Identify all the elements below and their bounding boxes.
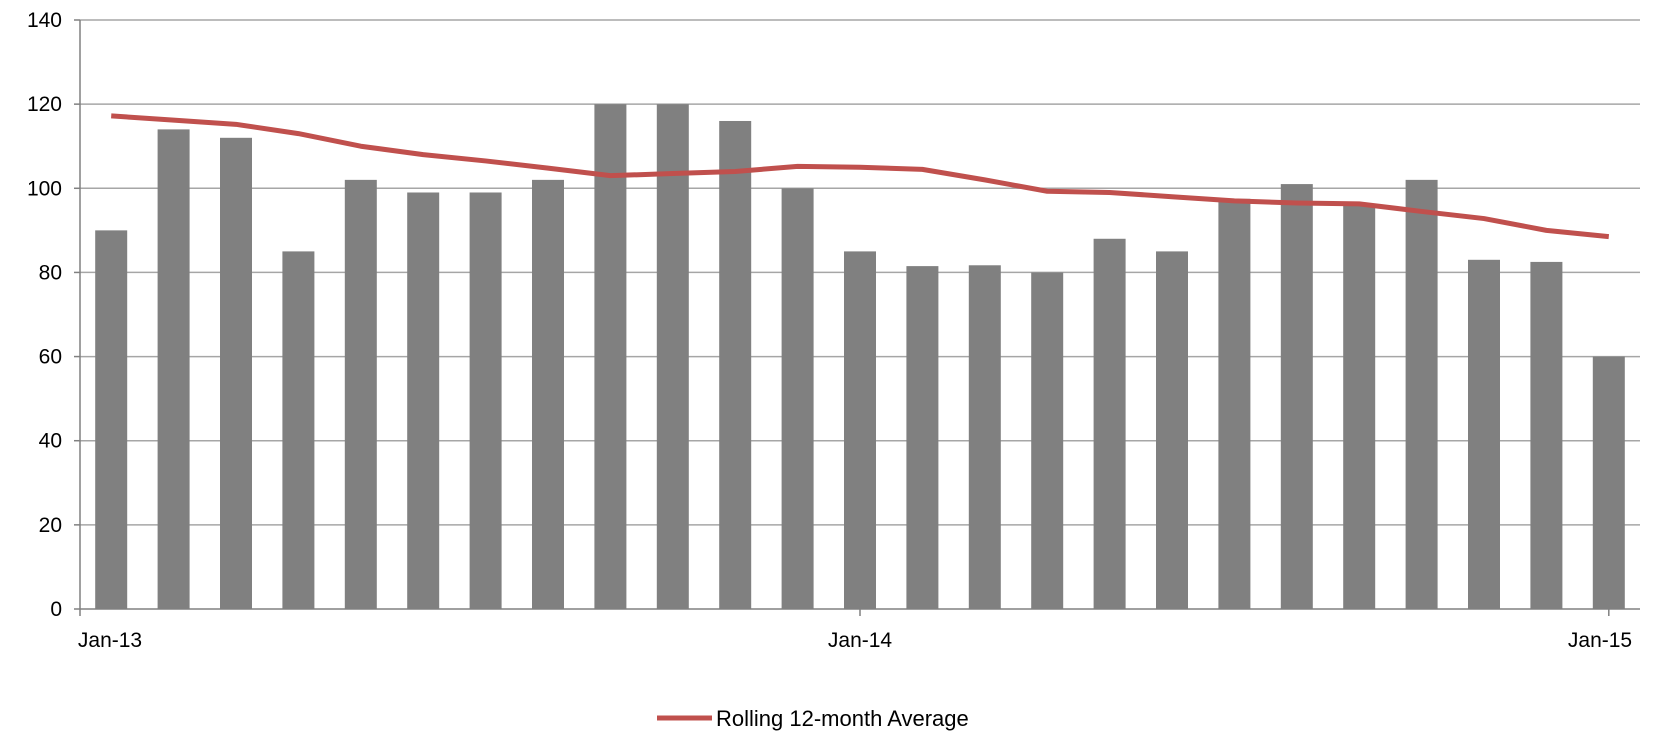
bar-Nov-13 xyxy=(719,120,752,609)
bar-Sep-13 xyxy=(594,104,627,610)
bar-Dec-13 xyxy=(781,188,814,610)
bar-Mar-14 xyxy=(968,265,1001,609)
line-series xyxy=(111,113,1610,240)
axes: 0 20 40 60 80 100 120 140 Jan-13 Jan-14 Jan-15 xyxy=(27,9,1640,652)
line-rolling-average xyxy=(111,113,1610,240)
y-tick-label: 0 xyxy=(50,598,62,621)
bar-Jun-13 xyxy=(407,192,440,609)
legend: Rolling 12-month Average xyxy=(657,706,969,731)
bar-Mar-13 xyxy=(220,137,252,610)
bar-May-14 xyxy=(1093,238,1126,609)
bar-Jan-15 xyxy=(1592,356,1625,609)
y-tick-label: 20 xyxy=(39,514,62,537)
bar-Jun-14 xyxy=(1156,251,1188,609)
x-tick-label: Jan-15 xyxy=(1568,629,1632,652)
bar-Jul-13 xyxy=(469,192,502,609)
bar-Aug-14 xyxy=(1280,184,1313,610)
y-tick-label: 100 xyxy=(27,177,62,200)
x-tick-label: Jan-13 xyxy=(78,629,142,652)
bar-Apr-13 xyxy=(282,251,315,609)
bar-Oct-13 xyxy=(656,104,689,610)
legend-label-rolling-average: Rolling 12-month Average xyxy=(716,706,969,731)
bar-series xyxy=(95,104,1625,610)
bar-Dec-14 xyxy=(1530,261,1563,609)
y-tick-label: 40 xyxy=(39,430,62,453)
bar-Oct-14 xyxy=(1405,179,1438,609)
bar-May-13 xyxy=(344,179,377,609)
bar-Sep-14 xyxy=(1343,205,1376,609)
y-tick-label: 60 xyxy=(39,346,62,369)
bar-Nov-14 xyxy=(1468,259,1500,609)
bar-Apr-14 xyxy=(1031,272,1064,609)
bar-Jan-14 xyxy=(844,251,876,609)
bar-Feb-14 xyxy=(906,266,939,609)
y-tick-label: 140 xyxy=(27,9,62,32)
bar-Feb-13 xyxy=(157,129,190,609)
x-tick-label: Jan-14 xyxy=(828,629,893,652)
y-tick-label: 80 xyxy=(39,261,62,284)
bar-Aug-13 xyxy=(532,179,564,609)
bar-Jul-14 xyxy=(1218,198,1251,609)
y-tick-label: 120 xyxy=(27,93,62,116)
bar-Jan-13 xyxy=(95,230,128,609)
